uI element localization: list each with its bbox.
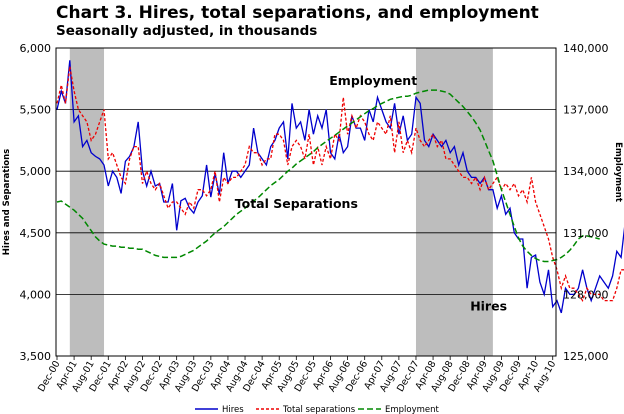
annotations: Employment Total Separations Hires	[235, 73, 507, 313]
annotation-total-separations: Total Separations	[235, 196, 358, 211]
y-axis-left-label: Hires and Separations	[2, 149, 12, 255]
y-right-tick-label: 137,000	[563, 104, 609, 117]
y-axis-left: 3,500 4,000 4,500 5,000 5,500 6,000	[20, 42, 52, 363]
y-axis-right-label: Employment	[613, 142, 623, 202]
legend: Hires Total separations Employment	[195, 405, 440, 414]
gridlines	[56, 109, 556, 295]
y-left-tick-label: 4,000	[20, 288, 52, 301]
y-left-tick-label: 5,500	[20, 104, 52, 117]
series-line-employment	[56, 89, 600, 263]
y-right-tick-label: 140,000	[563, 42, 609, 55]
legend-employment: Employment	[385, 405, 440, 414]
annotation-employment: Employment	[329, 73, 417, 88]
y-left-tick-label: 5,000	[20, 165, 52, 178]
y-right-tick-label: 131,000	[563, 227, 609, 240]
chart-title: Chart 3. Hires, total separations, and e…	[56, 3, 539, 23]
y-left-tick-label: 3,500	[20, 350, 52, 363]
legend-hires: Hires	[222, 405, 244, 414]
y-left-tick-label: 4,500	[20, 227, 52, 240]
annotation-hires: Hires	[470, 298, 507, 313]
y-axis-right: 125,000 128,000 131,000 134,000 137,000 140,0…	[563, 42, 609, 363]
y-right-tick-label: 134,000	[563, 165, 609, 178]
chart-subtitle: Seasonally adjusted, in thousands	[56, 23, 318, 39]
y-left-tick-label: 6,000	[20, 42, 52, 55]
recession-band-2	[415, 48, 493, 356]
series-line-hires	[56, 60, 624, 314]
series-line-total-separations	[56, 66, 624, 303]
y-right-tick-label: 125,000	[563, 350, 609, 363]
plot-frame	[55, 47, 557, 357]
recession-shading	[69, 48, 493, 356]
series-lines	[56, 60, 624, 314]
x-axis: Dec-00Apr-01Aug-01Dec-01Apr-02Aug-02Dec-…	[36, 356, 558, 394]
y-right-tick-label: 128,000	[563, 288, 609, 301]
recession-band-1	[69, 48, 105, 356]
legend-separations: Total separations	[282, 405, 356, 414]
